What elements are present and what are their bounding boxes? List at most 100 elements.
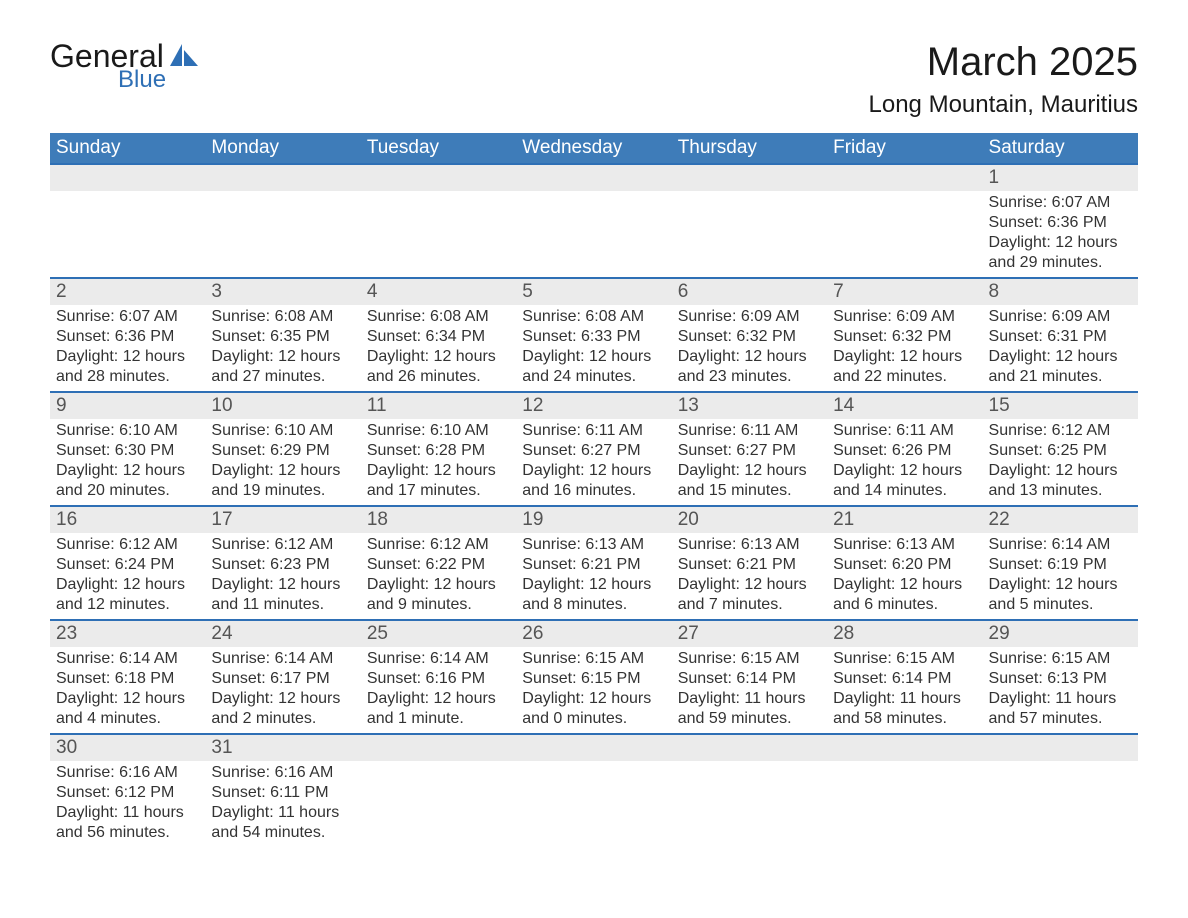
day-number-cell: 29: [983, 620, 1138, 647]
day-number-cell: [361, 734, 516, 761]
day-d1: Daylight: 12 hours: [367, 347, 510, 367]
day-d2: and 17 minutes.: [367, 481, 510, 501]
day-info-cell: Sunrise: 6:16 AMSunset: 6:12 PMDaylight:…: [50, 761, 205, 847]
day-sunset: Sunset: 6:28 PM: [367, 441, 510, 461]
day-sunrise: Sunrise: 6:15 AM: [678, 649, 821, 669]
day-sunset: Sunset: 6:36 PM: [989, 213, 1132, 233]
day-sunrise: Sunrise: 6:16 AM: [56, 763, 199, 783]
day-sunrise: Sunrise: 6:14 AM: [367, 649, 510, 669]
day-number-cell: [516, 164, 671, 191]
day-number: 10: [205, 393, 360, 419]
day-number: 29: [983, 621, 1138, 647]
day-sunset: Sunset: 6:27 PM: [522, 441, 665, 461]
day-sunrise: Sunrise: 6:12 AM: [56, 535, 199, 555]
dayheader-fri: Friday: [827, 133, 982, 164]
brand-logo: General Blue: [50, 40, 198, 92]
page-header: General Blue March 2025 Long Mountain, M…: [50, 40, 1138, 119]
day-number-cell: 27: [672, 620, 827, 647]
day-info-cell: Sunrise: 6:16 AMSunset: 6:11 PMDaylight:…: [205, 761, 360, 847]
day-number-cell: 16: [50, 506, 205, 533]
day-sunrise: Sunrise: 6:10 AM: [211, 421, 354, 441]
day-info-cell: [50, 191, 205, 278]
day-number: 28: [827, 621, 982, 647]
day-sunset: Sunset: 6:13 PM: [989, 669, 1132, 689]
day-sunset: Sunset: 6:31 PM: [989, 327, 1132, 347]
day-d2: and 11 minutes.: [211, 595, 354, 615]
day-d1: Daylight: 11 hours: [833, 689, 976, 709]
day-sunset: Sunset: 6:26 PM: [833, 441, 976, 461]
day-d2: and 8 minutes.: [522, 595, 665, 615]
day-sunset: Sunset: 6:25 PM: [989, 441, 1132, 461]
day-sunrise: Sunrise: 6:10 AM: [367, 421, 510, 441]
day-number: 7: [827, 279, 982, 305]
day-number-cell: [50, 164, 205, 191]
day-number-cell: 6: [672, 278, 827, 305]
day-sunrise: Sunrise: 6:09 AM: [989, 307, 1132, 327]
day-number: 9: [50, 393, 205, 419]
calendar-table: Sunday Monday Tuesday Wednesday Thursday…: [50, 133, 1138, 847]
day-number: 31: [205, 735, 360, 761]
day-number-cell: 14: [827, 392, 982, 419]
day-number: 27: [672, 621, 827, 647]
day-sunset: Sunset: 6:14 PM: [833, 669, 976, 689]
day-info-cell: Sunrise: 6:07 AMSunset: 6:36 PMDaylight:…: [50, 305, 205, 392]
day-number: 20: [672, 507, 827, 533]
day-d2: and 58 minutes.: [833, 709, 976, 729]
day-info-cell: [672, 761, 827, 847]
day-number-cell: 21: [827, 506, 982, 533]
day-sunrise: Sunrise: 6:09 AM: [678, 307, 821, 327]
day-d1: Daylight: 12 hours: [211, 347, 354, 367]
day-d2: and 54 minutes.: [211, 823, 354, 843]
day-sunrise: Sunrise: 6:14 AM: [989, 535, 1132, 555]
day-d1: Daylight: 12 hours: [678, 347, 821, 367]
day-sunrise: Sunrise: 6:16 AM: [211, 763, 354, 783]
day-sunrise: Sunrise: 6:09 AM: [833, 307, 976, 327]
brand-sub: Blue: [118, 68, 166, 92]
day-number: 26: [516, 621, 671, 647]
day-sunset: Sunset: 6:36 PM: [56, 327, 199, 347]
day-number-cell: [516, 734, 671, 761]
day-number-cell: 13: [672, 392, 827, 419]
day-number-cell: 1: [983, 164, 1138, 191]
day-d1: Daylight: 11 hours: [56, 803, 199, 823]
day-sunrise: Sunrise: 6:07 AM: [56, 307, 199, 327]
day-info-cell: Sunrise: 6:11 AMSunset: 6:26 PMDaylight:…: [827, 419, 982, 506]
day-d1: Daylight: 12 hours: [211, 461, 354, 481]
day-d1: Daylight: 12 hours: [989, 461, 1132, 481]
day-number-cell: [827, 734, 982, 761]
day-number-empty: [672, 165, 827, 191]
day-number: 22: [983, 507, 1138, 533]
day-d1: Daylight: 11 hours: [989, 689, 1132, 709]
day-sunset: Sunset: 6:21 PM: [678, 555, 821, 575]
day-info-cell: Sunrise: 6:12 AMSunset: 6:24 PMDaylight:…: [50, 533, 205, 620]
day-sunset: Sunset: 6:33 PM: [522, 327, 665, 347]
day-number: 19: [516, 507, 671, 533]
day-info-cell: Sunrise: 6:15 AMSunset: 6:14 PMDaylight:…: [827, 647, 982, 734]
day-d1: Daylight: 12 hours: [367, 689, 510, 709]
day-info-cell: Sunrise: 6:10 AMSunset: 6:30 PMDaylight:…: [50, 419, 205, 506]
day-number: 15: [983, 393, 1138, 419]
day-info-cell: Sunrise: 6:08 AMSunset: 6:34 PMDaylight:…: [361, 305, 516, 392]
title-block: March 2025 Long Mountain, Mauritius: [869, 40, 1138, 119]
dayheader-thu: Thursday: [672, 133, 827, 164]
day-sunset: Sunset: 6:18 PM: [56, 669, 199, 689]
day-d1: Daylight: 11 hours: [678, 689, 821, 709]
day-number: 12: [516, 393, 671, 419]
day-number-cell: 8: [983, 278, 1138, 305]
day-info-cell: Sunrise: 6:11 AMSunset: 6:27 PMDaylight:…: [672, 419, 827, 506]
day-number: 4: [361, 279, 516, 305]
day-sunset: Sunset: 6:11 PM: [211, 783, 354, 803]
day-sunrise: Sunrise: 6:13 AM: [833, 535, 976, 555]
day-number-empty: [672, 735, 827, 761]
day-info-cell: [205, 191, 360, 278]
day-d1: Daylight: 12 hours: [833, 461, 976, 481]
day-number: 8: [983, 279, 1138, 305]
day-number-cell: 28: [827, 620, 982, 647]
day-sunrise: Sunrise: 6:11 AM: [833, 421, 976, 441]
day-d2: and 15 minutes.: [678, 481, 821, 501]
day-number-empty: [516, 735, 671, 761]
day-info-cell: [361, 761, 516, 847]
day-sunset: Sunset: 6:23 PM: [211, 555, 354, 575]
day-info-cell: Sunrise: 6:07 AMSunset: 6:36 PMDaylight:…: [983, 191, 1138, 278]
week-daynum-row: 1: [50, 164, 1138, 191]
